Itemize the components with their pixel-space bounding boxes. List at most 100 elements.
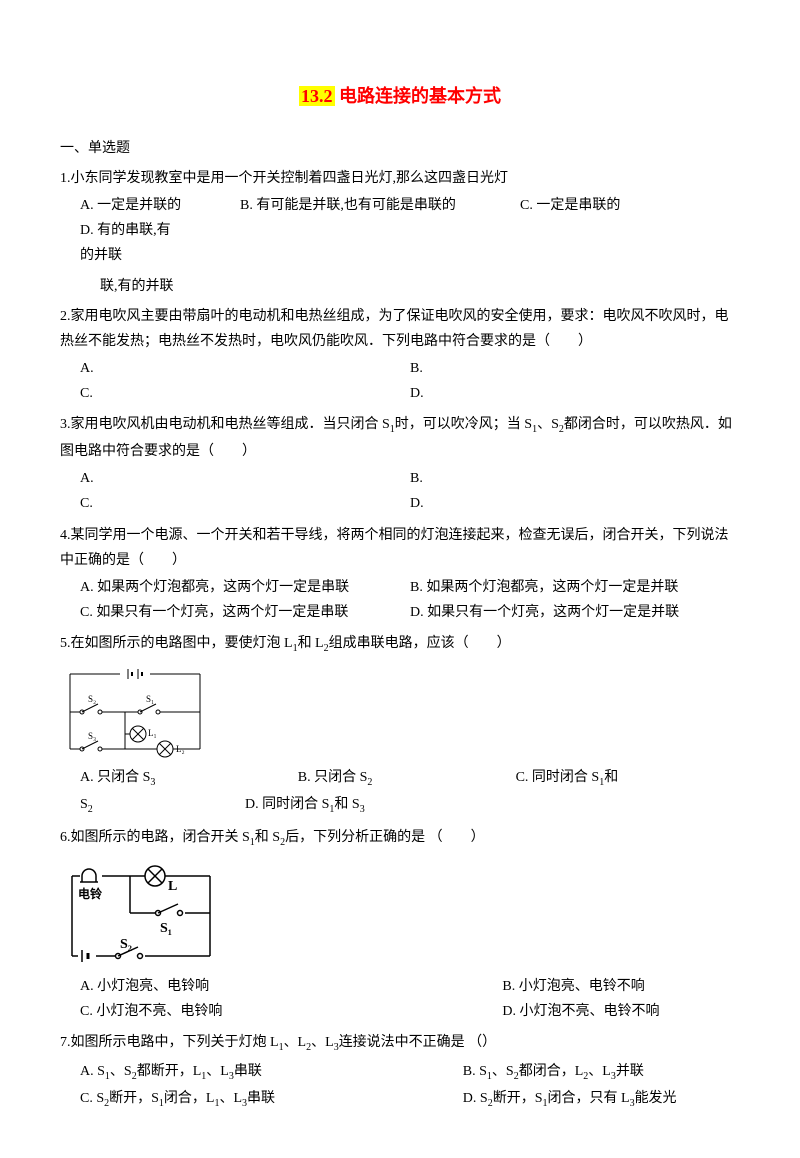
q7a5: 串联 <box>234 1064 262 1079</box>
q5-b-text: B. 只闭合 S <box>298 770 368 785</box>
q7c2: 断开，S <box>109 1091 159 1106</box>
q3-t2: 时，可以吹冷风；当 S <box>395 417 532 432</box>
q4-opt-a: A. 如果两个灯泡都亮，这两个灯一定是串联 <box>80 575 410 600</box>
q7a2: 、S <box>110 1064 132 1079</box>
q1-opt-b: B. 有可能是并联,也有可能是串联的 <box>240 193 520 218</box>
q6-opt-c: C. 小灯泡不亮、电铃响 <box>80 999 502 1024</box>
q7a4: 、L <box>206 1064 229 1079</box>
question-5-stem: 5.在如图所示的电路图中，要使灯泡 L1和 L2组成串联电路，应该（ ） <box>60 631 740 658</box>
q7d3: 闭合，只有 L <box>548 1091 630 1106</box>
q3-opt-a: A. <box>80 466 410 491</box>
q3-opt-b: B. <box>410 466 740 491</box>
q5-t3: 组成串联电路，应该（ ） <box>329 636 511 651</box>
q7a3: 都断开，L <box>137 1064 202 1079</box>
q5-s1-label: S₁ <box>146 694 154 704</box>
q5-a-text: A. 只闭合 S <box>80 770 150 785</box>
q6-s1-label: S₁ <box>160 921 172 936</box>
q6-circuit-figure: 电铃 L S₁ S₂ <box>60 858 740 968</box>
q5-opt-d: D. 同时闭合 S1和 S3 <box>245 792 707 819</box>
q7b5: 并联 <box>616 1064 644 1079</box>
q5-d-text: D. 同时闭合 S <box>245 797 329 812</box>
q5-opt-b: B. 只闭合 S2 <box>298 765 516 792</box>
page-title: 13.2 电路连接的基本方式 <box>60 80 740 112</box>
q7d2: 断开，S <box>493 1091 543 1106</box>
q4-opt-c: C. 如果只有一个灯亮，这两个灯一定是串联 <box>80 600 410 625</box>
q7d1: D. S <box>463 1091 488 1106</box>
q5-d-sub2: 3 <box>360 804 365 815</box>
q3-opt-c: C. <box>80 491 410 516</box>
q5-c2-text: S <box>80 797 88 812</box>
q7-opt-b: B. S1、S2都闭合，L2、L3并联 <box>463 1059 734 1086</box>
question-1-stem: 1.小东同学发现教室中是用一个开关控制着四盏日光灯,那么这四盏日光灯 <box>60 166 740 191</box>
q1-opt-d-cont: 联,有的并联 <box>60 274 740 299</box>
q5-d-mid: 和 S <box>334 797 359 812</box>
q6-t2: 和 S <box>255 830 280 845</box>
question-3-options: A. B. C. D. <box>60 466 740 516</box>
q6-t1: 6.如图所示的电路，闭合开关 S <box>60 830 250 845</box>
q5-circuit-figure: S₂ S₁ S₃ L₁ L₂ <box>60 664 740 759</box>
q5-c-text: C. 同时闭合 S <box>516 770 600 785</box>
q6-opt-b: B. 小灯泡亮、电铃不响 <box>502 974 733 999</box>
q7-t1: 7.如图所示电路中，下列关于灯炮 L <box>60 1035 279 1050</box>
q5-b-sub: 2 <box>367 777 372 788</box>
question-6-options: A. 小灯泡亮、电铃响 B. 小灯泡亮、电铃不响 C. 小灯泡不亮、电铃响 D.… <box>60 974 740 1024</box>
question-4-options: A. 如果两个灯泡都亮，这两个灯一定是串联 B. 如果两个灯泡都亮，这两个灯一定… <box>60 575 740 625</box>
question-5-options: A. 只闭合 S3 B. 只闭合 S2 C. 同时闭合 S1和 S2 D. 同时… <box>60 765 740 819</box>
question-7-options: A. S1、S2都断开，L1、L3串联 B. S1、S2都闭合，L2、L3并联 … <box>60 1059 740 1113</box>
q7-opt-c: C. S2断开，S1闭合，L1、L3串联 <box>80 1086 463 1113</box>
q7-t3: 、L <box>311 1035 334 1050</box>
q7a1: A. S <box>80 1064 105 1079</box>
q7c3: 闭合，L <box>164 1091 215 1106</box>
question-1-options: A. 一定是并联的 B. 有可能是并联,也有可能是串联的 C. 一定是串联的 D… <box>60 193 740 269</box>
q6-s2-label: S₂ <box>120 937 132 952</box>
q1-opt-d: D. 有的串联,有的并联 <box>80 218 180 268</box>
q5-a-sub: 3 <box>150 777 155 788</box>
q2-opt-a: A. <box>80 356 410 381</box>
q6-opt-a: A. 小灯泡亮、电铃响 <box>80 974 502 999</box>
section-heading: 一、单选题 <box>60 136 740 161</box>
question-2-stem: 2.家用电吹风主要由带扇叶的电动机和电热丝组成，为了保证电吹风的安全使用，要求：… <box>60 304 740 354</box>
q7-opt-d: D. S2断开，S1闭合，只有 L3能发光 <box>463 1086 734 1113</box>
q5-l2-label: L₂ <box>176 744 185 754</box>
q5-c2-sub: 2 <box>88 804 93 815</box>
q7c5: 串联 <box>247 1091 275 1106</box>
q5-opt-a: A. 只闭合 S3 <box>80 765 298 792</box>
q4-opt-d: D. 如果只有一个灯亮，这两个灯一定是并联 <box>410 600 740 625</box>
q7-t2: 、L <box>284 1035 307 1050</box>
q1-opt-a: A. 一定是并联的 <box>80 193 240 218</box>
question-6-stem: 6.如图所示的电路，闭合开关 S1和 S2后，下列分析正确的是 （ ） <box>60 825 740 852</box>
q7-opt-a: A. S1、S2都断开，L1、L3串联 <box>80 1059 463 1086</box>
q7b4: 、L <box>588 1064 611 1079</box>
q4-opt-b: B. 如果两个灯泡都亮，这两个灯一定是并联 <box>410 575 740 600</box>
q5-t1: 5.在如图所示的电路图中，要使灯泡 L <box>60 636 293 651</box>
q6-opt-d: D. 小灯泡不亮、电铃不响 <box>502 999 733 1024</box>
q2-opt-b: B. <box>410 356 740 381</box>
question-4-stem: 4.某同学用一个电源、一个开关和若干导线，将两个相同的灯泡连接起来，检查无误后，… <box>60 523 740 573</box>
question-3-stem: 3.家用电吹风机由电动机和电热丝等组成．当只闭合 S1时，可以吹冷风；当 S1、… <box>60 412 740 464</box>
q6-t3: 后，下列分析正确的是 （ ） <box>285 830 485 845</box>
q3-opt-d: D. <box>410 491 740 516</box>
title-text: 电路连接的基本方式 <box>335 86 502 106</box>
q5-s2-label: S₂ <box>88 694 96 704</box>
q7b3: 都闭合，L <box>519 1064 584 1079</box>
q5-t2: 和 L <box>298 636 324 651</box>
q7b1: B. S <box>463 1064 487 1079</box>
q5-opt-c: C. 同时闭合 S1和 <box>516 765 734 792</box>
q6-bell-label: 电铃 <box>78 886 103 901</box>
q7-t4: 连接说法中不正确是 （） <box>339 1035 497 1050</box>
q5-s3-label: S₃ <box>88 731 96 741</box>
title-highlight: 13.2 <box>299 86 335 106</box>
question-7-stem: 7.如图所示电路中，下列关于灯炮 L1、L2、L3连接说法中不正确是 （） <box>60 1030 740 1057</box>
q6-l-label: L <box>168 879 177 894</box>
q1-opt-c: C. 一定是串联的 <box>520 193 660 218</box>
q7c4: 、L <box>219 1091 242 1106</box>
q5-l1-label: L₁ <box>148 728 157 738</box>
q5-c-mid: 和 <box>604 770 618 785</box>
q2-opt-d: D. <box>410 381 740 406</box>
q3-t3: 、S <box>537 417 559 432</box>
q7d4: 能发光 <box>635 1091 677 1106</box>
q7b2: 、S <box>492 1064 514 1079</box>
q3-t1: 3.家用电吹风机由电动机和电热丝等组成．当只闭合 S <box>60 417 390 432</box>
q7c1: C. S <box>80 1091 104 1106</box>
question-2-options: A. B. C. D. <box>60 356 740 406</box>
